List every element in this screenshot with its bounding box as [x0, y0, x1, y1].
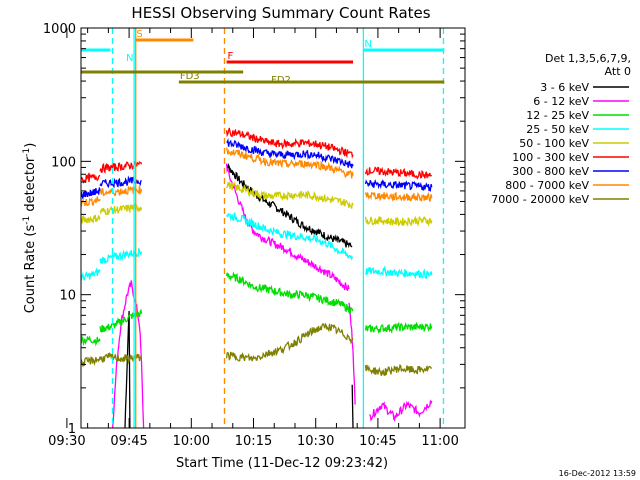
series-7-segment-3	[364, 191, 433, 202]
x-tick-label-0: 09:30	[48, 434, 85, 449]
series-3-segment-0	[81, 267, 101, 281]
legend-label-0: 3 - 6 keV	[540, 81, 589, 94]
legend-label-7: 800 - 7000 keV	[505, 179, 589, 192]
series-0-segment-0	[124, 310, 131, 428]
legend-label-4: 50 - 100 keV	[519, 137, 589, 150]
flag-bar-fd2-4	[81, 70, 244, 74]
series-1-segment-2	[225, 163, 350, 292]
series-7-segment-2	[225, 147, 354, 179]
flag-label-fd3-5: FD3	[180, 71, 200, 82]
series-7-segment-0	[81, 196, 101, 208]
y-tick-label-2: 100	[51, 155, 76, 170]
legend-label-5: 100 - 300 keV	[512, 151, 589, 164]
series-6-segment-0	[81, 187, 101, 201]
legend-header-1: Att 0	[605, 65, 631, 78]
series-8-segment-0	[81, 352, 142, 368]
series-8-segment-1	[225, 322, 354, 362]
flag-label-n-2: N	[364, 39, 371, 50]
series-6-segment-2	[226, 138, 354, 169]
flag-bar-n-1	[81, 48, 111, 52]
y-tick-label-1: 10	[59, 289, 76, 304]
y-axis-label-mid: detector	[23, 156, 38, 216]
series-3-segment-3	[364, 265, 433, 280]
legend-label-1: 6 - 12 keV	[533, 95, 589, 108]
x-tick-label-6: 11:00	[421, 434, 458, 449]
series-5-segment-2	[225, 127, 354, 159]
series-6-segment-3	[364, 179, 433, 193]
x-tick-label-4: 10:30	[297, 434, 334, 449]
series-5-segment-3	[364, 166, 432, 180]
flag-bar-f-3	[226, 60, 354, 64]
flag-label-s-0: S	[136, 29, 142, 40]
x-tick-label-5: 10:45	[359, 434, 396, 449]
series-3-segment-2	[226, 211, 354, 261]
plot-frame	[80, 27, 466, 429]
x-tick-label-2: 10:00	[173, 434, 210, 449]
series-4-segment-2	[226, 180, 354, 209]
y-axis-label-end: )	[23, 143, 38, 148]
series-2-segment-0	[81, 335, 101, 347]
legend-label-6: 300 - 800 keV	[512, 165, 589, 178]
flag-bar-n-2	[363, 48, 445, 52]
x-axis-label: Start Time (11-Dec-12 09:23:42)	[176, 456, 388, 471]
legend-label-3: 25 - 50 keV	[526, 123, 589, 136]
flag-label-n-1: N	[126, 53, 133, 64]
y-tick-label-3: 1000	[43, 22, 76, 37]
series-8-segment-2	[364, 363, 433, 377]
legend-label-8: 7000 - 20000 keV	[491, 193, 589, 206]
series-2-segment-3	[364, 321, 433, 335]
chart-title: HESSI Observing Summary Count Rates	[131, 4, 430, 22]
series-0-segment-2	[351, 384, 354, 428]
y-axis-label: Count Rate (s-1 detector-1)	[22, 143, 38, 314]
legend-label-2: 12 - 25 keV	[526, 109, 589, 122]
footer-timestamp: 16-Dec-2012 13:59	[559, 469, 636, 478]
flag-bar-s-0	[135, 38, 194, 42]
series-5-segment-0	[81, 172, 101, 184]
y-axis-label-base: Count Rate (s	[23, 225, 38, 314]
series-4-segment-0	[81, 214, 101, 224]
y-axis-label-sup2: -1	[22, 148, 32, 157]
plot-content: SNNFFD2FD3	[42, 28, 445, 431]
series-1-segment-0	[42, 399, 67, 431]
x-tick-label-3: 10:15	[235, 434, 272, 449]
x-tick-label-1: 09:45	[110, 434, 147, 449]
y-axis-label-sup1: -1	[22, 216, 32, 225]
flag-bar-fd3-5	[178, 80, 445, 84]
series-1-segment-4	[369, 399, 433, 422]
series-4-segment-3	[364, 215, 433, 227]
y-tick-label-0: 1	[68, 422, 76, 437]
axes: 1 10 100 1000 09:30 09:45 10:00 10:15 10:30 10:45…	[43, 22, 466, 449]
flag-label-f-3: F	[228, 51, 234, 62]
legend-header-0: Det 1,3,5,6,7,9,	[545, 52, 631, 65]
series-2-segment-2	[225, 271, 354, 315]
